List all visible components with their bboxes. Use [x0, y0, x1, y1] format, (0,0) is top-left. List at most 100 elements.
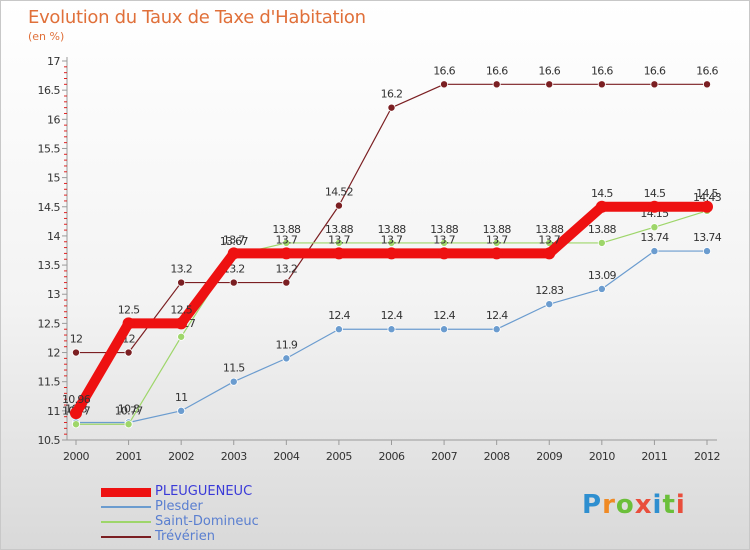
data-label-tr-v-rien: 12	[70, 333, 83, 346]
data-point-plesder	[229, 377, 238, 386]
data-point-tr-v-rien	[440, 80, 449, 89]
data-label-saint-domineuc: 13.88	[378, 223, 407, 236]
logo-letter: t	[662, 490, 676, 520]
data-point-plesder	[387, 325, 396, 334]
data-point-pleugueneuc	[701, 200, 713, 213]
legend-label: PLEUGUENEUC	[155, 484, 253, 499]
y-tick-label: 17	[47, 55, 60, 68]
data-label-pleugueneuc: 13.7	[381, 233, 403, 246]
logo-letter: i	[675, 490, 686, 520]
x-tick-label: 2001	[116, 450, 142, 463]
data-point-pleugueneuc	[175, 317, 188, 330]
data-point-saint-domineuc	[492, 238, 501, 247]
data-label-plesder: 12.4	[328, 309, 350, 322]
data-label-plesder: 11.5	[223, 362, 245, 375]
data-point-saint-domineuc	[440, 238, 449, 247]
data-label-saint-domineuc: 13.88	[535, 223, 564, 236]
data-point-saint-domineuc	[545, 238, 554, 247]
data-label-saint-domineuc: 13.88	[325, 223, 354, 236]
data-label-pleugueneuc: 12.5	[118, 303, 140, 316]
data-point-saint-domineuc	[334, 238, 343, 247]
y-tick-label: 10.5	[38, 434, 61, 447]
data-label-tr-v-rien: 16.6	[538, 64, 560, 77]
data-label-tr-v-rien: 16.6	[591, 64, 613, 77]
data-point-saint-domineuc	[597, 238, 606, 247]
data-point-plesder	[492, 325, 501, 334]
legend-label: Trévérien	[155, 529, 215, 544]
data-label-tr-v-rien: 13.2	[275, 263, 297, 276]
data-label-pleugueneuc: 14.5	[644, 187, 666, 200]
y-tick-label: 16.5	[38, 84, 61, 97]
data-point-plesder	[597, 284, 606, 293]
data-point-tr-v-rien	[229, 278, 238, 287]
data-point-saint-domineuc	[282, 238, 291, 247]
data-label-saint-domineuc: 13.88	[272, 223, 301, 236]
legend-swatch	[101, 488, 151, 497]
data-label-plesder: 12.4	[433, 309, 455, 322]
y-tick-label: 14	[47, 230, 60, 243]
data-point-tr-v-rien	[282, 278, 291, 287]
x-tick-label: 2008	[484, 450, 510, 463]
data-label-tr-v-rien: 13.2	[170, 263, 192, 276]
x-tick-label: 2004	[273, 450, 299, 463]
x-tick-label: 2010	[589, 450, 615, 463]
x-tick-label: 2000	[63, 450, 89, 463]
y-tick-label: 13.5	[38, 259, 61, 272]
y-tick-label: 11	[47, 405, 60, 418]
logo-letter: i	[652, 490, 663, 520]
data-label-plesder: 13.09	[588, 269, 617, 282]
chart-title: Evolution du Taux de Taxe d'Habitation	[28, 7, 366, 28]
x-tick-label: 2009	[536, 450, 562, 463]
x-tick-label: 2003	[221, 450, 247, 463]
data-label-pleugueneuc: 13.7	[433, 233, 455, 246]
data-label-plesder: 13.74	[693, 231, 722, 244]
y-tick-label: 15	[47, 172, 60, 185]
data-point-tr-v-rien	[72, 348, 81, 357]
data-point-tr-v-rien	[492, 80, 501, 89]
data-label-pleugueneuc: 13.7	[538, 233, 560, 246]
data-label-tr-v-rien: 16.6	[696, 64, 718, 77]
data-label-pleugueneuc: 14.5	[591, 187, 613, 200]
data-point-plesder	[545, 300, 554, 309]
x-tick-label: 2005	[326, 450, 352, 463]
y-tick-label: 14.5	[38, 201, 61, 214]
legend-label: Saint-Domineuc	[155, 514, 259, 529]
data-point-saint-domineuc	[177, 332, 186, 341]
data-point-pleugueneuc	[122, 317, 135, 330]
data-label-pleugueneuc: 13.7	[275, 233, 297, 246]
data-label-saint-domineuc: 13.88	[588, 223, 617, 236]
data-label-saint-domineuc: 13.88	[483, 223, 512, 236]
data-point-tr-v-rien	[334, 201, 343, 210]
data-point-pleugueneuc	[280, 247, 293, 260]
y-tick-label: 13	[47, 288, 60, 301]
data-point-saint-domineuc	[124, 420, 133, 429]
proxiti-logo: Proxiti	[582, 490, 686, 520]
legend-swatch	[101, 536, 151, 538]
data-label-plesder: 11.9	[275, 338, 297, 351]
x-tick-label: 2006	[379, 450, 405, 463]
data-label-pleugueneuc: 14.5	[696, 187, 718, 200]
x-tick-label: 2012	[694, 450, 720, 463]
data-point-pleugueneuc	[70, 407, 82, 420]
data-label-plesder: 12.83	[535, 284, 564, 297]
data-label-saint-domineuc: 13.88	[430, 223, 459, 236]
data-point-plesder	[282, 354, 291, 363]
data-point-tr-v-rien	[545, 80, 554, 89]
y-tick-label: 11.5	[38, 376, 61, 389]
y-tick-label: 15.5	[38, 142, 61, 155]
data-label-pleugueneuc: 13.7	[328, 233, 350, 246]
data-label-plesder: 12.4	[486, 309, 508, 322]
data-point-tr-v-rien	[597, 80, 606, 89]
legend-swatch	[101, 521, 151, 523]
data-point-pleugueneuc	[543, 247, 556, 260]
data-label-pleugueneuc: 13.7	[486, 233, 508, 246]
data-label-pleugueneuc: 10.96	[62, 393, 91, 406]
logo-letter: P	[582, 490, 603, 520]
data-point-pleugueneuc	[648, 200, 661, 213]
data-label-tr-v-rien: 16.6	[644, 64, 666, 77]
data-point-saint-domineuc	[650, 223, 659, 232]
data-point-tr-v-rien	[177, 278, 186, 287]
y-tick-label: 16	[47, 113, 60, 126]
data-label-plesder: 13.74	[640, 231, 669, 244]
